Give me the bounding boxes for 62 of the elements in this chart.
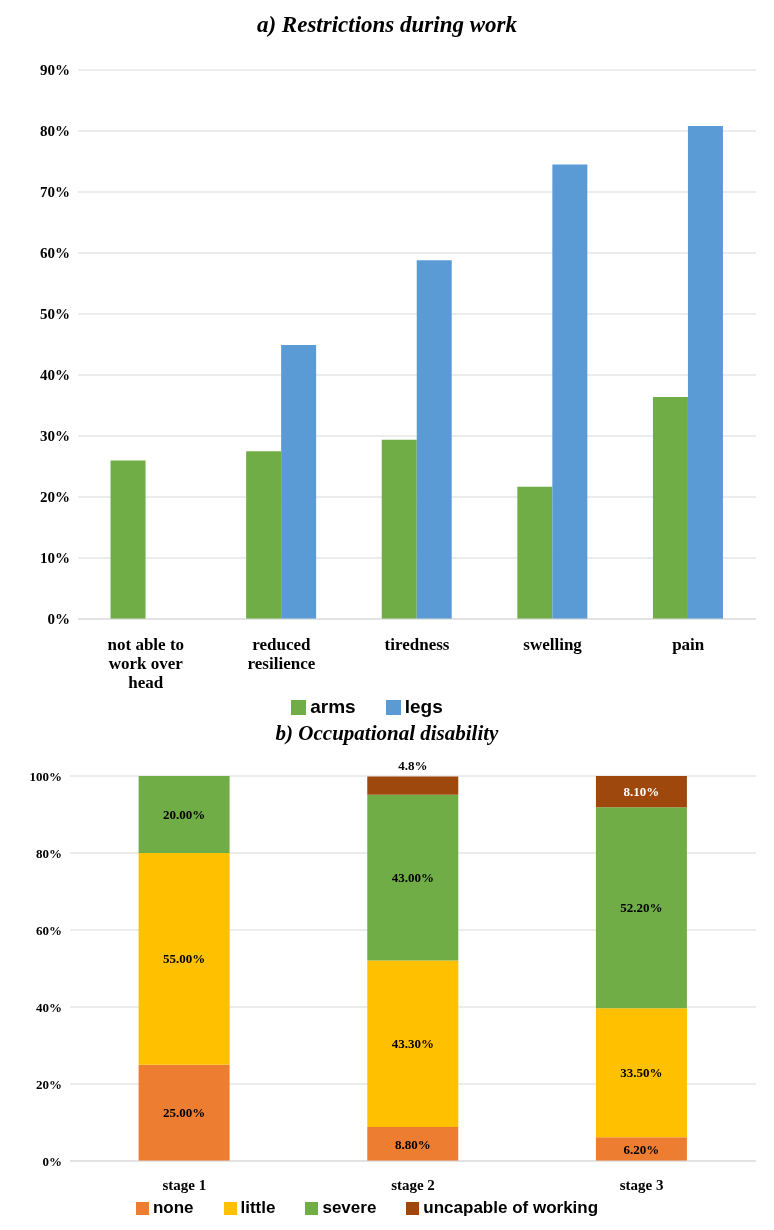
data-label: 8.10% <box>623 784 660 800</box>
y-tick-label: 60% <box>40 245 70 262</box>
bar <box>367 960 459 1128</box>
y-tick-label: 80% <box>40 123 70 140</box>
bar <box>381 439 417 619</box>
legend-label: uncapable of working <box>423 1198 599 1217</box>
data-label: 55.00% <box>162 951 206 967</box>
legend-label: severe <box>322 1198 377 1217</box>
x-tick-label: not able to work over head <box>107 635 185 692</box>
bar <box>138 853 230 1065</box>
x-tick-label: pain <box>672 635 705 654</box>
data-label: 20.00% <box>162 807 206 823</box>
bar <box>416 260 452 619</box>
legend-label: little <box>240 1198 276 1217</box>
bar <box>652 396 688 619</box>
x-tick-label: stage 1 <box>162 1177 207 1193</box>
data-label: 4.8% <box>398 758 428 774</box>
chart-title: b) Occupational disability <box>274 720 500 747</box>
bar <box>595 807 687 1009</box>
y-tick-label: 40% <box>36 999 62 1015</box>
y-tick-label: 20% <box>40 489 70 506</box>
x-tick-label: stage 2 <box>391 1177 435 1193</box>
y-tick-label: 0% <box>42 1153 62 1169</box>
bar <box>367 776 459 795</box>
y-tick-label: 100% <box>29 768 62 784</box>
y-tick-label: 0% <box>47 611 70 628</box>
bar <box>552 164 588 619</box>
y-tick-label: 50% <box>40 306 70 323</box>
legend-label: legs <box>404 696 443 717</box>
data-label: 8.80% <box>394 1136 431 1152</box>
data-label: 43.00% <box>391 870 434 886</box>
bar <box>595 776 687 808</box>
y-tick-label: 90% <box>40 62 70 79</box>
data-label: 52.20% <box>620 900 663 916</box>
y-tick-label: 20% <box>36 1076 62 1092</box>
bar <box>138 776 230 853</box>
chart-title: a) Restrictions during work <box>255 11 519 39</box>
data-label: 6.20% <box>623 1141 660 1157</box>
y-tick-label: 10% <box>40 550 70 567</box>
x-tick-label: reduced resilience <box>247 635 316 673</box>
bar <box>246 451 282 619</box>
x-tick-label: tiredness <box>384 635 450 654</box>
y-tick-label: 40% <box>40 367 70 384</box>
legend-label: arms <box>310 696 356 717</box>
y-tick-label: 30% <box>40 428 70 445</box>
bar <box>367 1127 459 1161</box>
bar <box>595 1008 687 1138</box>
bar <box>367 794 459 961</box>
y-tick-label: 80% <box>36 845 62 861</box>
bar <box>687 126 723 619</box>
y-tick-label: 60% <box>36 922 62 938</box>
x-tick-label: stage 3 <box>619 1177 664 1193</box>
y-tick-label: 70% <box>40 184 70 201</box>
data-label: 33.50% <box>620 1065 663 1081</box>
x-tick-label: swelling <box>523 635 583 654</box>
bar <box>138 1064 230 1161</box>
bar <box>110 460 146 619</box>
bar <box>281 345 317 619</box>
data-label: 43.30% <box>391 1036 434 1052</box>
data-label: 25.00% <box>162 1105 206 1121</box>
bar <box>517 486 553 619</box>
legend-label: none <box>152 1198 194 1217</box>
